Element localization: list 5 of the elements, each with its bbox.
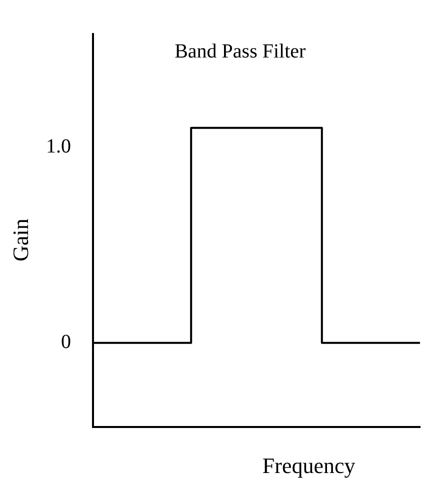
x-axis-title: Frequency — [262, 452, 356, 478]
y-tick-label: 1.0 — [46, 136, 71, 158]
y-tick-label: 0 — [61, 331, 71, 354]
chart-title: Band Pass Filter — [174, 40, 306, 62]
y-axis-title: Gain — [8, 218, 33, 262]
